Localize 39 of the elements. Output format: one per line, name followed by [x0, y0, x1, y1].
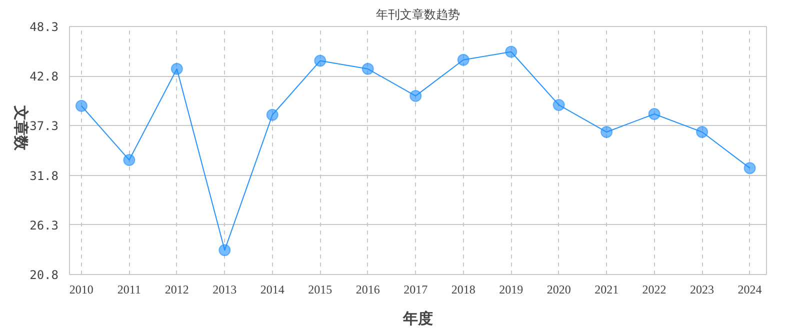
point: [744, 162, 756, 174]
point: [314, 54, 326, 67]
x-tick-label: 2013: [212, 282, 237, 296]
point: [218, 244, 231, 256]
point: [75, 100, 88, 112]
chart-title: 年刊文章数趋势: [376, 8, 460, 22]
point: [123, 154, 136, 166]
x-tick-label: 2017: [404, 282, 428, 296]
x-tick-label: 2018: [451, 282, 476, 296]
y-tick-label: 48.3: [30, 20, 59, 34]
y-tick-label: 42.8: [30, 70, 59, 84]
x-tick-label: 2015: [308, 282, 332, 296]
point: [696, 126, 708, 138]
x-tick-label: 2019: [499, 282, 524, 296]
point: [600, 126, 613, 138]
point: [170, 62, 183, 75]
x-tick-label: 2016: [356, 282, 380, 296]
point: [552, 98, 565, 111]
x-tick-label: 2012: [164, 282, 189, 296]
y-axis-title: 文章数: [12, 104, 30, 152]
x-axis-title: 年度: [402, 310, 433, 328]
x-tick-label: 2023: [690, 282, 714, 296]
y-tick-label: 20.8: [30, 268, 59, 282]
point: [410, 90, 422, 102]
x-tick-label: 2021: [594, 282, 619, 296]
point: [648, 108, 660, 120]
x-tick-label: 2011: [117, 282, 141, 296]
x-tick-label: 2014: [260, 282, 284, 296]
point: [457, 54, 470, 66]
x-tick-label: 2010: [69, 282, 94, 296]
point: [266, 108, 278, 121]
x-tick-label: 2020: [546, 282, 571, 296]
point: [362, 62, 374, 75]
y-tick-label: 26.3: [30, 218, 59, 232]
x-tick-label: 2024: [738, 282, 762, 296]
y-tick-label: 31.8: [30, 168, 59, 183]
y-tick-label: 37.3: [30, 119, 59, 134]
point: [505, 46, 518, 58]
x-tick-label: 2022: [642, 282, 666, 296]
